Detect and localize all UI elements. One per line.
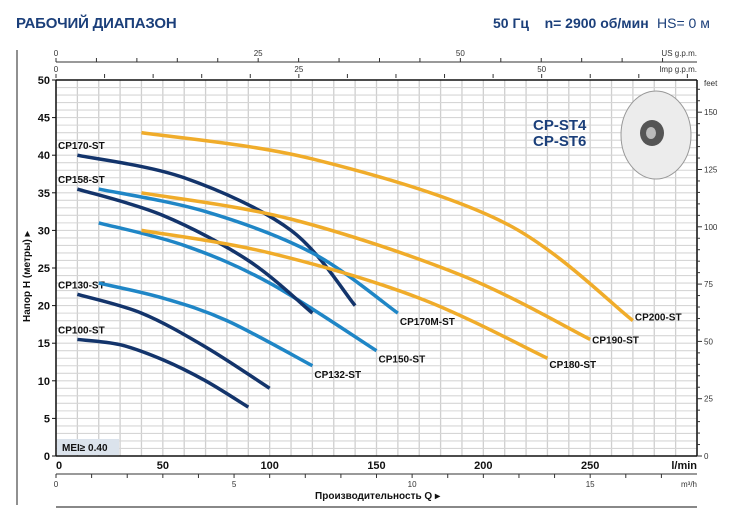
x-tick-label: 100 xyxy=(260,460,278,472)
curve-label: CP130-ST xyxy=(58,280,105,291)
curve-label: CP150-ST xyxy=(379,355,426,366)
curve-label: CP200-ST xyxy=(635,313,682,324)
y-tick-label: 5 xyxy=(44,413,50,425)
feet-tick-label: 125 xyxy=(704,166,718,175)
y-tick-label: 40 xyxy=(38,150,50,162)
curve-cp180-st xyxy=(141,228,549,360)
feet-tick-label: 0 xyxy=(704,452,709,461)
y-tick-label: 30 xyxy=(38,225,50,237)
x-tick-label: 150 xyxy=(367,460,385,472)
feet-tick-label: 100 xyxy=(704,223,718,232)
curve-cp200-st xyxy=(141,130,634,323)
us-gpm-tick-label: 0 xyxy=(54,49,59,58)
curve-label: CP190-ST xyxy=(592,335,639,346)
m3h-label: m³/h xyxy=(681,480,697,489)
curve-label: CP170-ST xyxy=(58,141,105,152)
suction-height-label: HS= 0 м xyxy=(657,15,710,31)
curve-label: CP132-ST xyxy=(314,370,361,381)
curve-cp150-st xyxy=(98,221,378,353)
model-label: CP-ST4 xyxy=(533,117,587,134)
curve-label: CP158-ST xyxy=(58,175,105,186)
us-gpm-tick-label: 25 xyxy=(254,49,263,58)
curve-cp100-st xyxy=(77,337,250,409)
y-tick-label: 35 xyxy=(38,188,50,200)
imp-gpm-tick-label: 50 xyxy=(537,65,546,74)
feet-tick-label: 75 xyxy=(704,280,713,289)
feet-tick-label: 150 xyxy=(704,108,718,117)
curve-label: CP180-ST xyxy=(549,360,596,371)
x-tick-label: 200 xyxy=(474,460,492,472)
us-gpm-tick-label: 50 xyxy=(456,49,465,58)
curve-cp132-st xyxy=(98,281,314,368)
x-tick-label: 0 xyxy=(56,460,62,472)
model-labels: CP-ST4 CP-ST6 xyxy=(533,118,586,150)
m3h-tick-label: 0 xyxy=(54,480,59,489)
y-tick-label: 10 xyxy=(38,376,50,388)
m3h-tick-label: 10 xyxy=(408,480,417,489)
y-tick-label: 45 xyxy=(38,113,50,125)
y-axis-title: Напор H (метры) ▸ xyxy=(22,230,33,322)
y-tick-label: 15 xyxy=(38,338,50,350)
curve-cp170-st xyxy=(77,153,357,307)
x-unit-label: l/min xyxy=(671,460,697,472)
curve-cp158-st xyxy=(76,187,314,315)
speed-frequency-label: 50 Гц n= 2900 об/мин xyxy=(493,15,649,31)
feet-label: feet xyxy=(704,79,718,88)
feet-tick-label: 50 xyxy=(704,337,713,346)
y-tick-label: 50 xyxy=(38,75,50,87)
x-tick-label: 250 xyxy=(581,460,599,472)
mei-badge-bg xyxy=(57,439,119,455)
feet-tick-label: 25 xyxy=(704,395,713,404)
impeller-hub-center xyxy=(646,127,656,139)
imp-gpm-tick-label: 25 xyxy=(294,65,303,74)
m3h-tick-label: 15 xyxy=(586,480,595,489)
x-axis-title: Производительность Q ▸ xyxy=(315,491,441,502)
curve-cp190-st xyxy=(141,191,591,342)
mei-badge: MEI≥ 0.40 xyxy=(62,443,108,454)
us-gpm-label: US g.p.m. xyxy=(661,49,697,58)
curve-cp130-st xyxy=(76,292,271,390)
curve-cp170m-st xyxy=(98,187,399,315)
curve-label: CP170M-ST xyxy=(400,317,455,328)
chart-title: РАБОЧИЙ ДИАПАЗОН xyxy=(16,15,177,32)
model-label: CP-ST6 xyxy=(533,133,587,150)
curve-label: CP100-ST xyxy=(58,325,105,336)
y-tick-label: 25 xyxy=(38,263,50,275)
m3h-tick-label: 5 xyxy=(232,480,237,489)
imp-gpm-tick-label: 0 xyxy=(54,65,59,74)
x-tick-label: 50 xyxy=(157,460,169,472)
y-tick-label: 0 xyxy=(44,451,50,463)
y-tick-label: 20 xyxy=(38,301,50,313)
imp-gpm-label: Imp g.p.m. xyxy=(659,65,697,74)
